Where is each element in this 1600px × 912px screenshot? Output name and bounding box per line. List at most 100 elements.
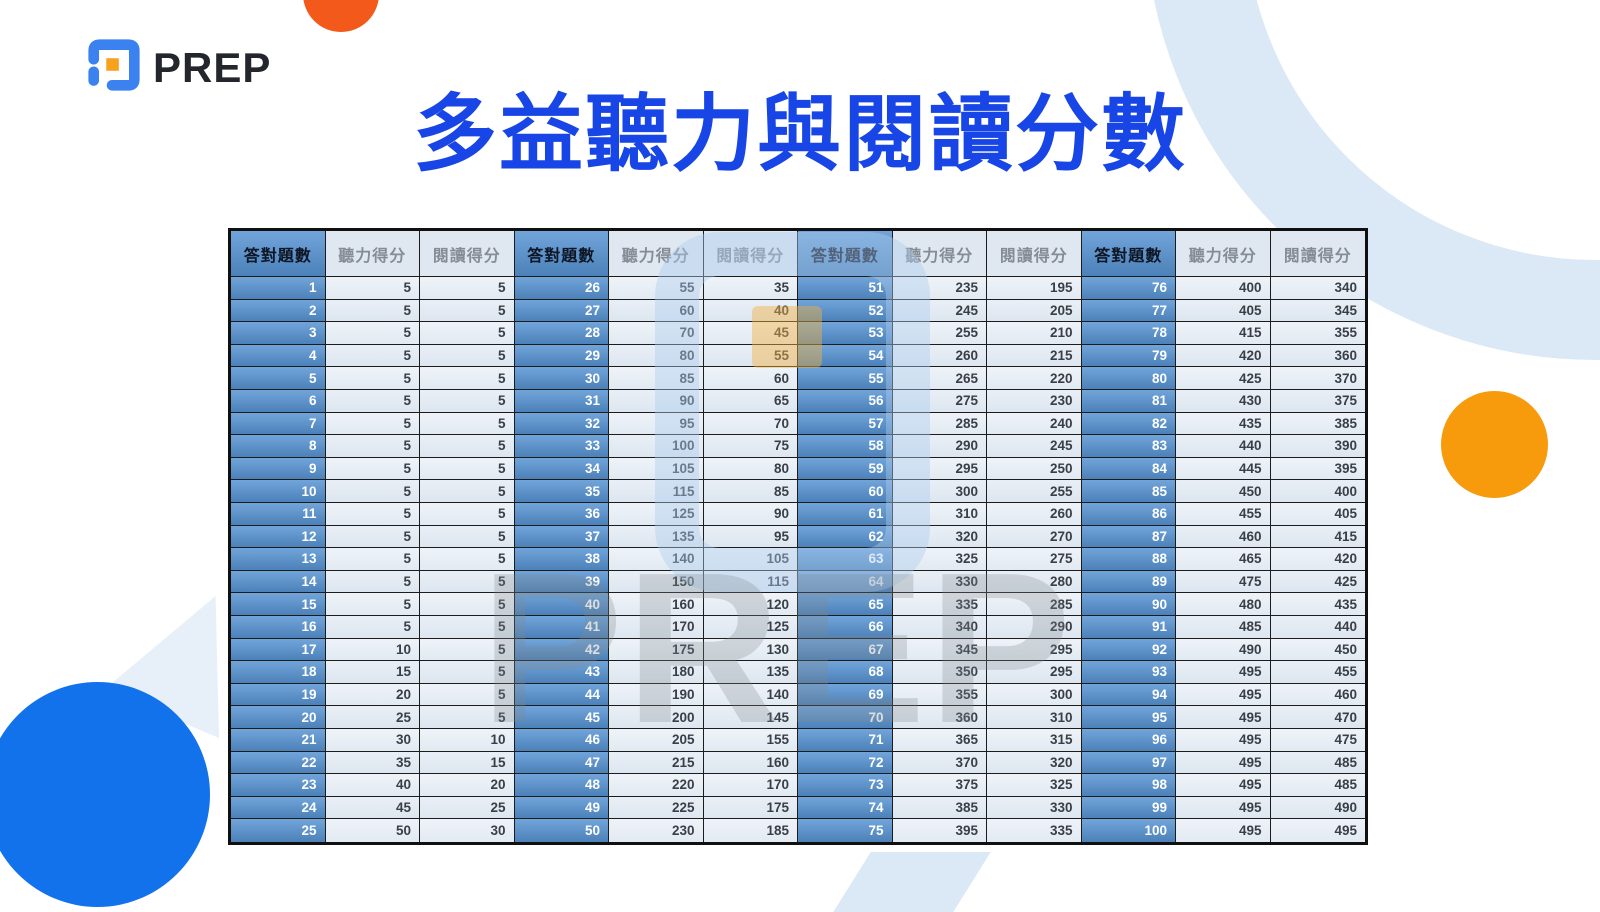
score-cell: 490	[1270, 796, 1365, 820]
score-cell: 440	[1176, 435, 1271, 458]
count-cell: 60	[798, 480, 893, 503]
count-cell: 7	[231, 412, 326, 436]
score-cell: 10	[420, 729, 515, 752]
score-cell: 20	[420, 774, 515, 797]
score-cell: 355	[1270, 322, 1365, 345]
score-cell: 425	[1176, 367, 1271, 390]
page-title: 多益聽力與閱讀分數	[412, 87, 1187, 181]
score-cell: 60	[703, 367, 798, 390]
score-cell: 425	[1270, 570, 1365, 594]
score-cell: 35	[703, 277, 798, 300]
count-cell: 2	[231, 299, 326, 323]
count-cell: 55	[798, 367, 893, 390]
count-cell: 71	[798, 729, 893, 752]
count-cell: 86	[1081, 503, 1176, 526]
score-cell: 245	[892, 299, 987, 323]
score-cell: 375	[892, 774, 987, 797]
score-cell: 85	[703, 480, 798, 503]
score-cell: 140	[609, 548, 704, 571]
score-cell: 145	[703, 706, 798, 729]
score-cell: 295	[892, 457, 987, 481]
bottom-left-wedge	[104, 596, 219, 738]
score-cell: 495	[1176, 729, 1271, 752]
right-orange-circle	[1441, 391, 1548, 498]
score-cell: 30	[420, 819, 515, 842]
count-cell: 32	[514, 412, 609, 436]
count-cell: 30	[514, 367, 609, 390]
score-cell: 490	[1176, 638, 1271, 662]
score-cell: 340	[1270, 277, 1365, 300]
count-cell: 65	[798, 593, 893, 616]
score-cell: 40	[325, 774, 420, 797]
score-cell: 215	[609, 751, 704, 775]
count-cell: 80	[1081, 367, 1176, 390]
count-cell: 35	[514, 480, 609, 503]
count-cell: 81	[1081, 390, 1176, 413]
score-cell: 195	[987, 277, 1082, 300]
count-cell: 46	[514, 729, 609, 752]
score-cell: 205	[609, 729, 704, 752]
score-cell: 35	[325, 751, 420, 775]
score-cell: 250	[987, 457, 1082, 481]
score-cell: 20	[325, 683, 420, 707]
count-cell: 19	[231, 683, 326, 707]
score-cell: 190	[609, 683, 704, 707]
score-cell: 350	[892, 661, 987, 684]
score-cell: 5	[420, 322, 515, 345]
score-cell: 80	[609, 344, 704, 368]
score-cell: 25	[420, 796, 515, 820]
count-cell: 38	[514, 548, 609, 571]
header-cell: 答對題數	[514, 231, 609, 277]
header-cell: 閱讀得分	[703, 231, 798, 277]
score-cell: 405	[1270, 503, 1365, 526]
score-cell: 300	[987, 683, 1082, 707]
score-cell: 455	[1270, 661, 1365, 684]
score-table: 答對題數 聽力得分 閱讀得分 答對題數 聽力得分 閱讀得分 答對題數 聽力得分 閱讀得分 答對題數…	[228, 228, 1368, 845]
score-cell: 150	[609, 570, 704, 594]
score-cell: 5	[325, 503, 420, 526]
count-cell: 20	[231, 706, 326, 729]
count-cell: 74	[798, 796, 893, 820]
header-cell: 答對題數	[1081, 231, 1176, 277]
score-cell: 335	[892, 593, 987, 616]
score-cell: 175	[703, 796, 798, 820]
score-cell: 290	[892, 435, 987, 458]
score-cell: 175	[609, 638, 704, 662]
score-cell: 355	[892, 683, 987, 707]
score-cell: 25	[325, 706, 420, 729]
count-cell: 51	[798, 277, 893, 300]
score-cell: 485	[1176, 616, 1271, 639]
score-cell: 225	[609, 796, 704, 820]
score-cell: 55	[703, 344, 798, 368]
count-cell: 100	[1081, 819, 1176, 842]
score-cell: 5	[325, 548, 420, 571]
score-cell: 5	[420, 616, 515, 639]
count-cell: 83	[1081, 435, 1176, 458]
score-cell: 5	[325, 412, 420, 436]
score-cell: 5	[325, 616, 420, 639]
score-cell: 430	[1176, 390, 1271, 413]
score-cell: 5	[420, 480, 515, 503]
count-cell: 47	[514, 751, 609, 775]
count-cell: 28	[514, 322, 609, 345]
score-cell: 130	[703, 638, 798, 662]
count-cell: 66	[798, 616, 893, 639]
count-cell: 87	[1081, 525, 1176, 549]
count-cell: 53	[798, 322, 893, 345]
score-cell: 5	[325, 435, 420, 458]
score-cell: 45	[325, 796, 420, 820]
count-cell: 94	[1081, 683, 1176, 707]
score-cell: 280	[987, 570, 1082, 594]
score-cell: 395	[1270, 457, 1365, 481]
count-cell: 15	[231, 593, 326, 616]
count-cell: 78	[1081, 322, 1176, 345]
score-cell: 255	[987, 480, 1082, 503]
score-cell: 90	[703, 503, 798, 526]
count-cell: 13	[231, 548, 326, 571]
count-cell: 9	[231, 457, 326, 481]
score-cell: 5	[420, 390, 515, 413]
count-cell: 56	[798, 390, 893, 413]
score-cell: 310	[892, 503, 987, 526]
count-cell: 39	[514, 570, 609, 594]
score-cell: 285	[987, 593, 1082, 616]
